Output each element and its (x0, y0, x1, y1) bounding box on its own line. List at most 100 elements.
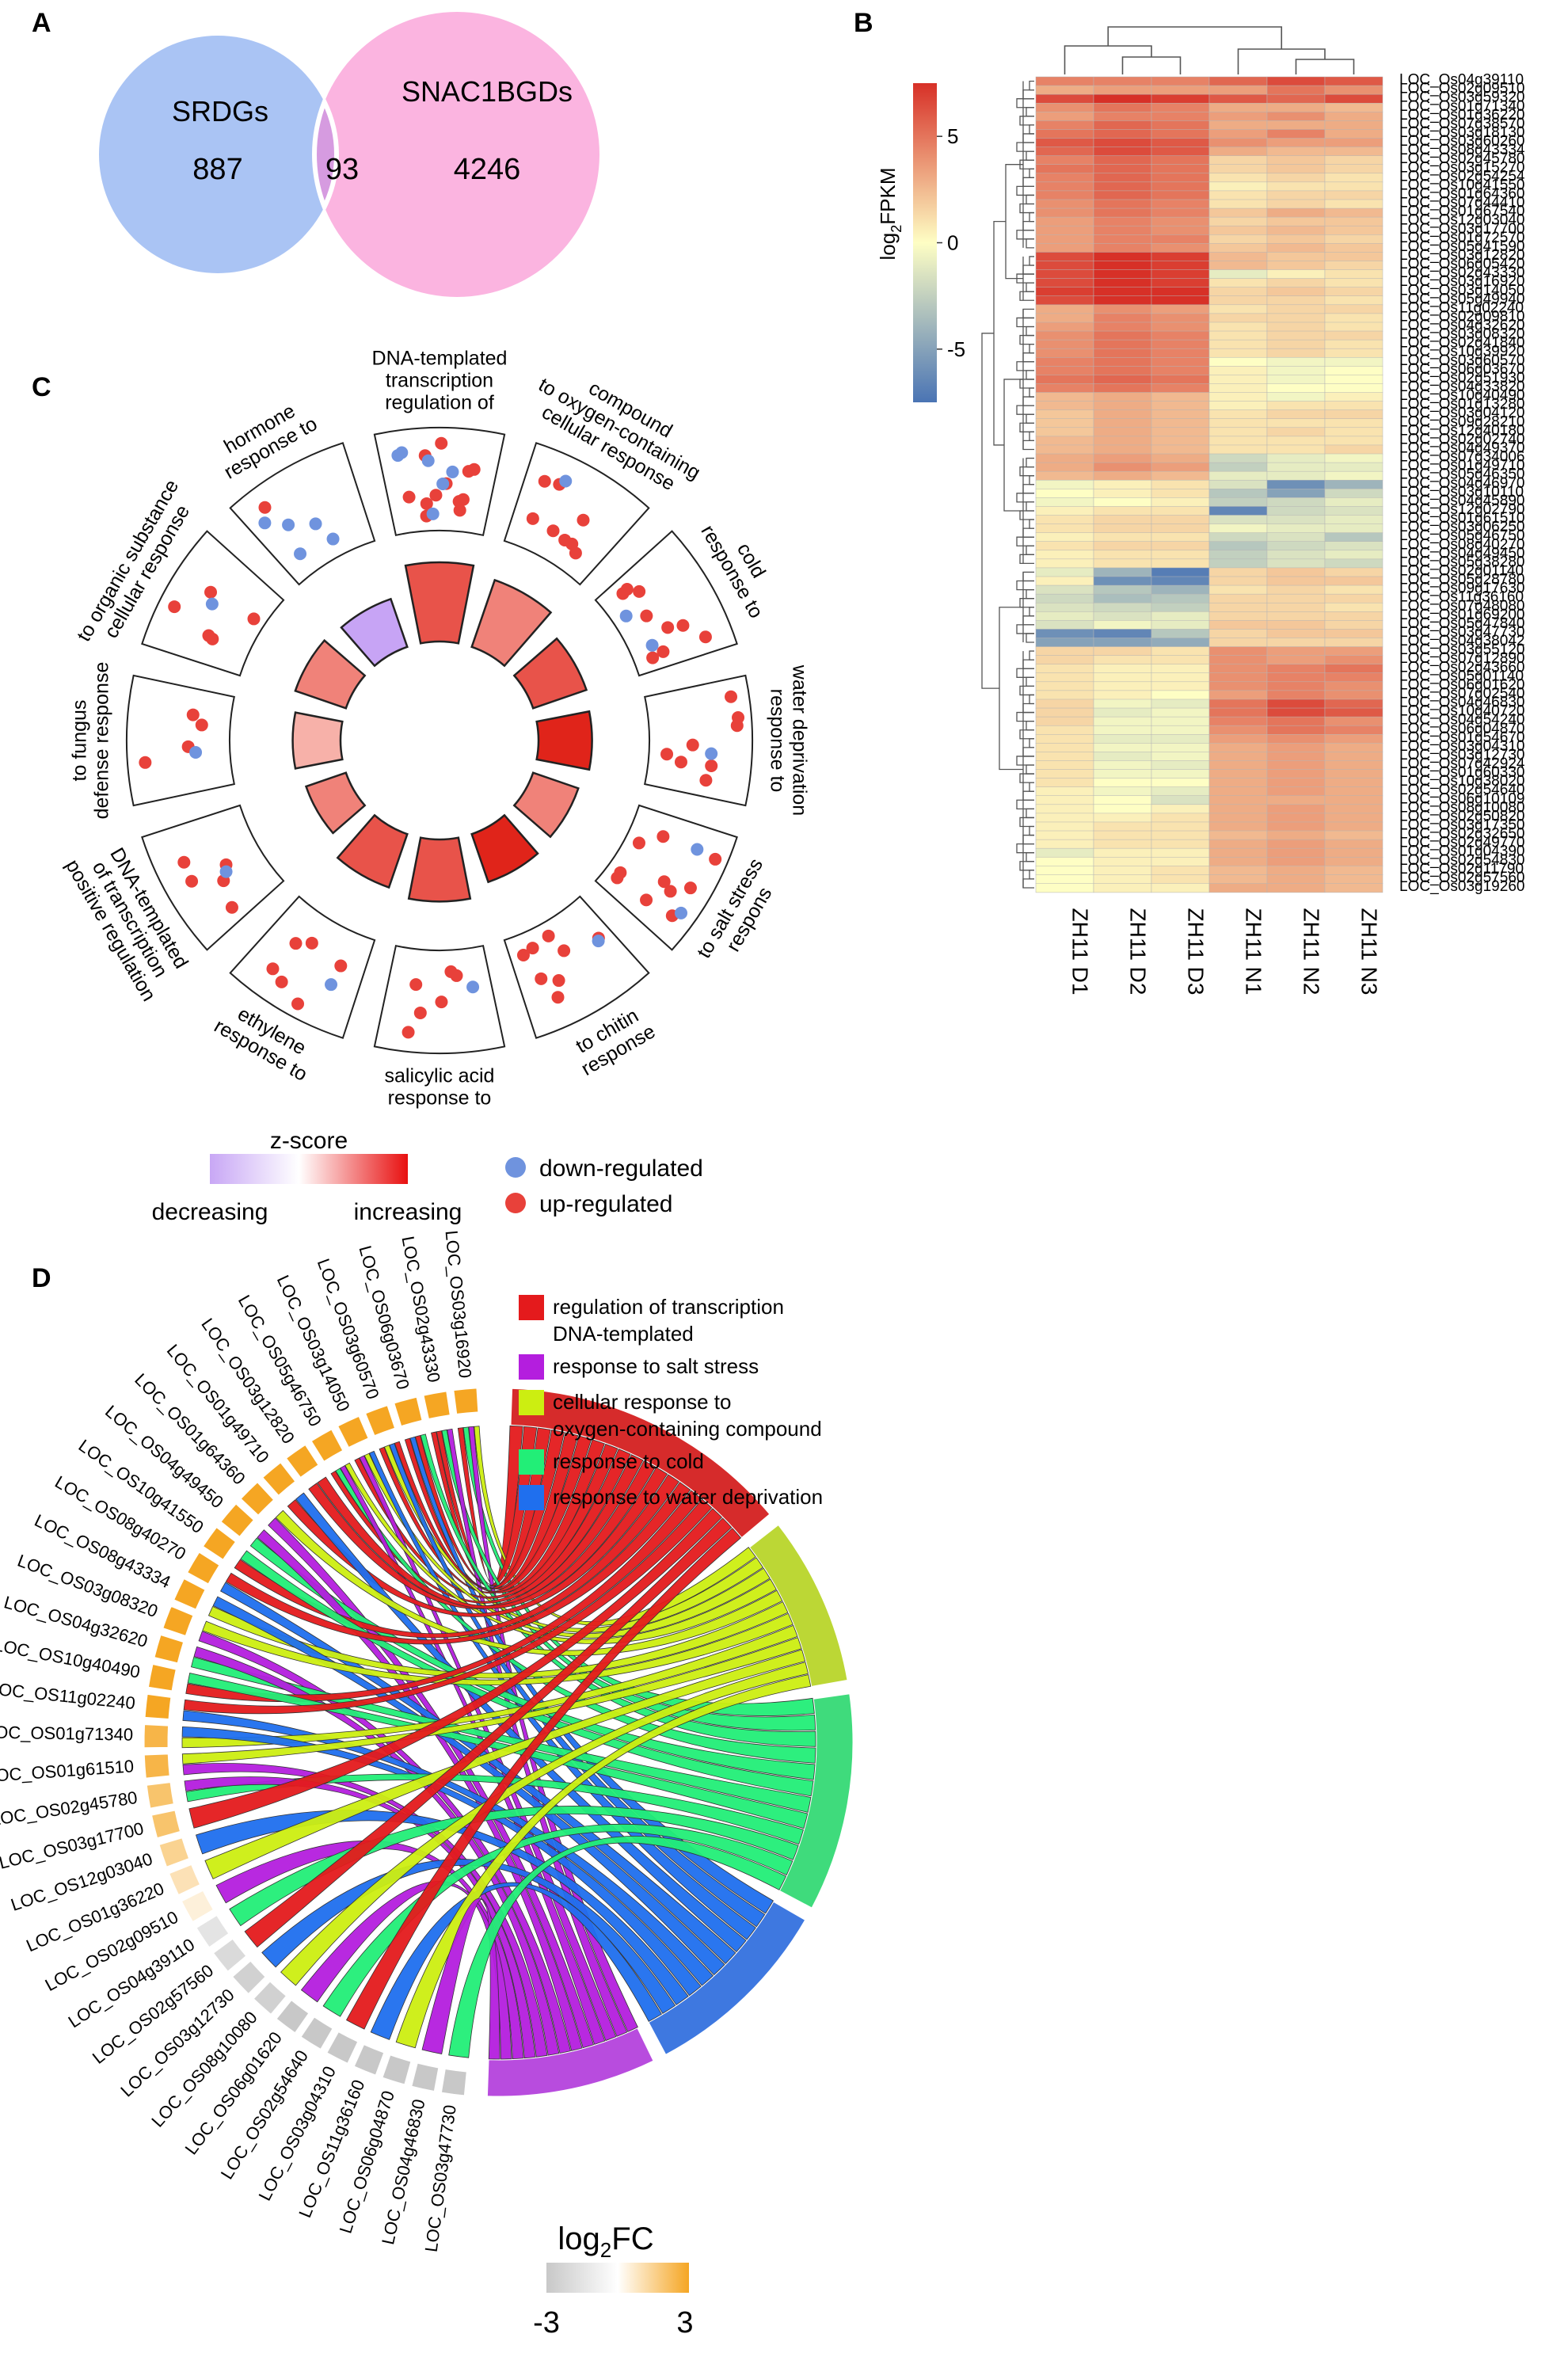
up-regulated-dot (709, 852, 722, 866)
dendrogram-link (1022, 747, 1034, 757)
gene-log2fc-cell (310, 1429, 344, 1462)
go-term-bar (407, 836, 472, 903)
up-regulated-dot (657, 875, 671, 889)
heatmap-cell (1324, 470, 1383, 481)
heatmap-row-label: LOC_Os02g09810 (1399, 308, 1524, 325)
heatmap-cell (1093, 760, 1152, 771)
heatmap-cell (1035, 102, 1094, 112)
heatmap-cell (1151, 707, 1210, 718)
gene-label: LOC_OS03g47730 (421, 2103, 460, 2253)
heatmap-cell (1035, 252, 1094, 262)
dendrogram-link (1022, 615, 1034, 626)
heatmap-cell (1208, 462, 1268, 472)
heatmap-cell (1324, 339, 1383, 349)
heatmap-cell (1324, 462, 1383, 472)
heatmap-row-label: LOC_Os03g04310 (1399, 738, 1524, 755)
heatmap-cell (1035, 655, 1094, 665)
heatmap-cell (1266, 743, 1326, 753)
heatmap-cell (1151, 409, 1210, 420)
heatmap-cell (1208, 611, 1268, 621)
gene-log2fc-cell (147, 1663, 177, 1692)
dendrogram-link (1016, 624, 1034, 634)
heatmap-legend-tick-label: -5 (947, 337, 965, 361)
dendrogram-link (1029, 80, 1034, 91)
heatmap-cell (1151, 225, 1210, 235)
gene-log2fc-cell (394, 1396, 423, 1427)
heatmap-row-label: LOC_Os03g18130 (1399, 124, 1524, 141)
heatmap-row-label: LOC_Os03g16920 (1399, 273, 1524, 290)
up-regulated-dot (538, 474, 551, 488)
heatmap-cell (1151, 839, 1210, 849)
heatmap-cell (1208, 646, 1268, 657)
heatmap-cell (1035, 821, 1094, 832)
heatmap-cell (1151, 638, 1210, 648)
go-term-bar (294, 638, 367, 710)
gene-log2fc-cell (232, 1960, 266, 1995)
heatmap-cell (1093, 602, 1152, 612)
heatmap-cell (1208, 558, 1268, 569)
heatmap-cell (1151, 339, 1210, 349)
up-regulated-dot (646, 651, 660, 664)
heatmap-cell (1093, 190, 1152, 200)
dendrogram-link (1022, 878, 1034, 889)
heatmap-cell (1151, 252, 1210, 262)
heatmap-cell (1266, 93, 1326, 104)
dendrogram-link (1022, 352, 1034, 363)
heatmap-cell (1093, 147, 1152, 157)
heatmap-cell (1093, 313, 1152, 323)
venn-diagram: SRDGs 887 SNAC1BGDs 4246 93 (99, 12, 599, 297)
heatmap-cell (1324, 313, 1383, 323)
go-term-box (229, 895, 376, 1039)
heatmap-cell (1151, 356, 1210, 367)
go-term-bar (512, 771, 580, 839)
dendrogram-link (1016, 711, 1034, 722)
heatmap-cell (1035, 287, 1094, 297)
up-regulated-dot (542, 929, 555, 942)
heatmap-row-label: LOC_Os05g41590 (1399, 238, 1524, 255)
heatmap-cell (1266, 383, 1326, 394)
dendrogram-link (981, 333, 999, 689)
heatmap-cell (1151, 147, 1210, 157)
heatmap-row-label: LOC_Os04g32620 (1399, 318, 1524, 334)
heatmap-row-label: LOC_Os01g36220 (1399, 107, 1524, 124)
heatmap-cell (1324, 584, 1383, 595)
heatmap-cell (1093, 584, 1152, 595)
heatmap-row-label: LOC_Os01g71340 (1399, 98, 1524, 115)
dendrogram-link (1295, 59, 1355, 74)
heatmap-row-label: LOC_Os08g43334 (1399, 142, 1525, 158)
heatmap-cell (1035, 584, 1094, 595)
heatmap-row-label: LOC_Os01g61510 (1399, 510, 1524, 527)
dendrogram-link (1019, 116, 1034, 126)
heatmap-cell (1208, 269, 1268, 280)
heatmap-cell (1151, 453, 1210, 463)
heatmap-cell (1266, 427, 1326, 437)
dendrogram-link (1019, 334, 1034, 345)
heatmap-cell (1324, 102, 1383, 112)
heatmap-cell (1324, 138, 1383, 148)
heatmap-cell (1151, 795, 1210, 805)
term-legend-label: regulation of transcription (553, 1295, 784, 1319)
heatmap-cell (1208, 874, 1268, 885)
chord-ribbon (183, 1498, 713, 1715)
gene-log2fc-cell (276, 2000, 310, 2034)
heatmap-cell (1035, 567, 1094, 577)
heatmap-cell (1266, 436, 1326, 446)
heatmap-cell (1093, 576, 1152, 586)
chord-ribbon (457, 1425, 523, 1586)
heatmap-cell (1093, 322, 1152, 332)
dendrogram-link (1026, 588, 1034, 600)
heatmap-cell (1208, 856, 1268, 866)
heatmap-cell (1093, 225, 1152, 235)
chord-ribbon (215, 1841, 524, 2060)
heatmap-cell (1151, 558, 1210, 569)
heatmap-cell (1035, 804, 1094, 814)
go-term-label-line: DNA-templated (372, 348, 508, 370)
heatmap-cell (1093, 462, 1152, 472)
heatmap-column-label: ZH11 D3 (1184, 908, 1208, 996)
heatmap-cell (1208, 795, 1268, 805)
heatmap-row-label: LOC_Os11g02240 (1399, 299, 1524, 316)
gene-log2fc-cell (187, 1551, 220, 1585)
heatmap-cell (1266, 839, 1326, 849)
heatmap-cell (1093, 821, 1152, 832)
